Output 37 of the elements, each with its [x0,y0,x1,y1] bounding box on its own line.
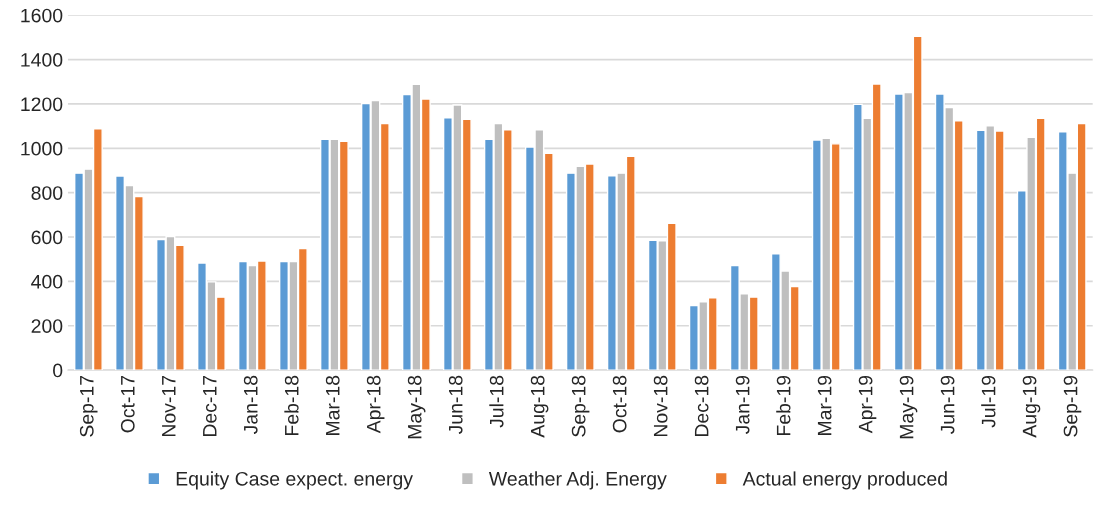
x-tick-label: Jun-18 [448,375,463,435]
x-tick-label: May-19 [899,375,918,439]
y-tick-label: 1000 [21,141,63,156]
legend-label: Equity Case expect. energy [176,471,413,490]
legend-label: Weather Adj. Energy [488,471,667,490]
x-tick-label: Feb-18 [284,375,299,435]
x-tick-label: Jul-19 [981,375,996,428]
x-tick-label: Oct-18 [612,375,627,433]
x-tick-label: Jan-19 [735,375,750,435]
x-tick-label: Sep-18 [571,375,590,437]
x-tick-label: Oct-17 [120,375,135,433]
x-tick-label: Nov-18 [653,375,668,437]
y-tick-label: 0 [53,363,63,378]
y-tick-label: 400 [31,274,63,289]
y-tick-label: 600 [31,230,63,245]
x-tick-label: Apr-19 [858,375,877,434]
y-tick-label: 1600 [21,8,63,23]
y-tick-label: 200 [31,319,63,333]
y-tick-label: 800 [31,186,63,200]
x-tick-label: Jul-18 [489,375,504,428]
y-tick-label: 1200 [21,97,63,112]
x-tick-label: Jan-18 [243,375,258,435]
x-tick-label: Jun-19 [940,375,955,435]
x-tick-label: Mar-18 [325,375,340,435]
x-tick-label: Dec-17 [203,375,217,437]
y-tick-label: 1400 [21,53,63,67]
x-tick-label: Apr-18 [366,375,385,434]
x-tick-label: May-18 [407,375,426,439]
x-tick-label: Mar-19 [817,375,832,435]
x-tick-label: Aug-18 [530,375,549,438]
x-tick-label: Dec-18 [694,375,709,437]
x-tick-label: Sep-19 [1063,375,1082,437]
x-tick-label: Feb-19 [776,375,791,435]
x-tick-label: Sep-17 [79,375,98,437]
legend-label: Actual energy produced [742,471,947,490]
x-tick-label: Aug-19 [1022,375,1041,438]
x-tick-label: Nov-17 [162,375,176,437]
